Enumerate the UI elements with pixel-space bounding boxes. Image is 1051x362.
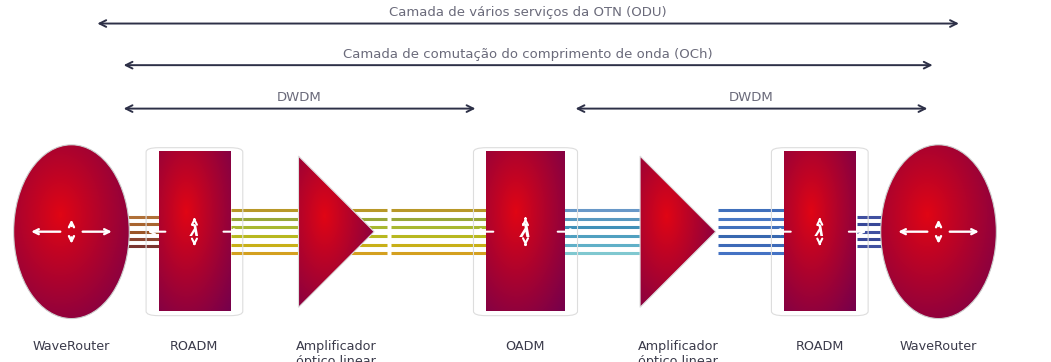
Text: DWDM: DWDM [729,91,774,104]
Text: Camada de vários serviços da OTN (ODU): Camada de vários serviços da OTN (ODU) [389,6,667,19]
Text: ROADM: ROADM [796,340,844,353]
Text: λ: λ [815,224,825,239]
Text: DWDM: DWDM [277,91,322,104]
Text: ROADM: ROADM [170,340,219,353]
Text: λ: λ [520,223,531,241]
Text: Amplificador
óptico linear: Amplificador óptico linear [638,340,718,362]
Text: WaveRouter: WaveRouter [900,340,977,353]
Text: λ: λ [189,224,200,239]
Text: Amplificador
óptico linear: Amplificador óptico linear [296,340,376,362]
Text: OADM: OADM [506,340,545,353]
Text: WaveRouter: WaveRouter [33,340,110,353]
Text: Camada de comutação do comprimento de onda (OCh): Camada de comutação do comprimento de on… [344,48,713,61]
